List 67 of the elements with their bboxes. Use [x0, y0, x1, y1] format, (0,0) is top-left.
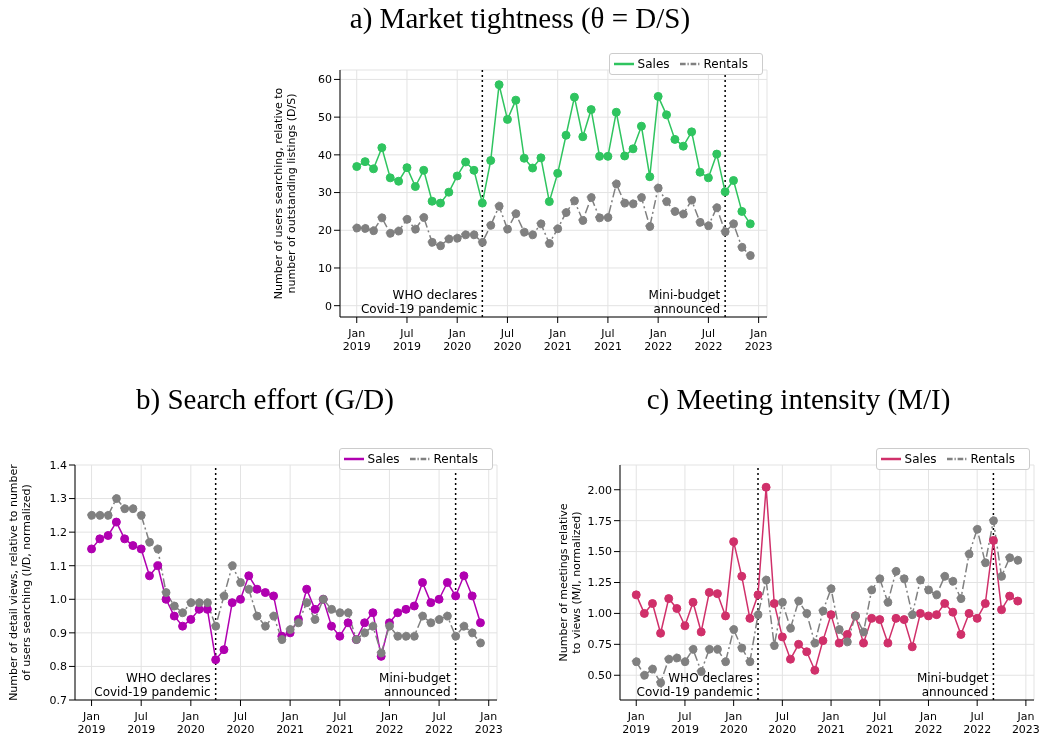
x-tick-label: Jul 2020 — [493, 327, 522, 353]
chart-title: a) Market tightness (θ = D/S) — [348, 2, 692, 35]
legend-label: Rentals — [703, 56, 748, 71]
x-tick-label: Jan 2022 — [644, 327, 673, 353]
x-tick-label: Jan 2021 — [543, 327, 572, 353]
y-tick-label: 60 — [318, 73, 332, 87]
ref-line-label: Mini-budget announced — [916, 671, 989, 699]
ref-line-label: WHO declares Covid-19 pandemic — [636, 671, 753, 699]
legend-label: Sales — [904, 451, 937, 466]
y-tick-label: 10 — [318, 261, 332, 275]
x-tick-label: Jul 2022 — [694, 327, 723, 353]
x-tick-label: Jan 2023 — [1011, 710, 1040, 736]
x-tick-label: Jan 2020 — [719, 710, 748, 736]
x-tick-label: Jan 2023 — [744, 327, 773, 353]
x-tick-label: Jan 2022 — [375, 710, 404, 736]
x-tick-label: Jan 2020 — [443, 327, 472, 353]
x-tick-label: Jan 2021 — [817, 710, 846, 736]
x-tick-label: Jul 2021 — [593, 327, 622, 353]
x-tick-label: Jan 2023 — [474, 710, 503, 736]
y-tick-label: 0.9 — [49, 626, 67, 640]
y-tick-label: 2.00 — [587, 483, 612, 497]
y-tick-label: 1.3 — [49, 492, 67, 506]
legend-label: Sales — [637, 56, 670, 71]
y-tick-label: 50 — [318, 111, 332, 125]
x-tick-label: Jul 2022 — [425, 710, 454, 736]
legend-label: Sales — [367, 451, 400, 466]
x-tick-label: Jul 2019 — [392, 327, 421, 353]
chart-title: c) Meeting intensity (M/I) — [645, 383, 952, 416]
chart-title: b) Search effort (G/D) — [135, 383, 395, 416]
x-tick-label: Jan 2020 — [176, 710, 205, 736]
y-tick-label: 1.00 — [587, 607, 612, 621]
x-tick-label: Jan 2019 — [77, 710, 106, 736]
y-tick-label: 0.75 — [587, 638, 612, 652]
x-tick-label: Jan 2022 — [914, 710, 943, 736]
y-tick-label: 0 — [325, 299, 332, 313]
x-tick-label: Jul 2021 — [865, 710, 894, 736]
ref-line-label: WHO declares Covid-19 pandemic — [360, 288, 478, 316]
x-tick-label: Jul 2019 — [670, 710, 699, 736]
y-axis-title: Number of meetings relative to views (M/I, normalized) — [557, 503, 583, 662]
x-tick-label: Jul 2020 — [226, 710, 255, 736]
y-tick-label: 1.1 — [49, 559, 67, 573]
x-tick-label: Jul 2022 — [963, 710, 992, 736]
y-axis-title: Number of detail views, relative to number of users searching (I/D, normalized) — [7, 463, 33, 701]
legend-label: Rentals — [970, 451, 1015, 466]
y-tick-label: 1.2 — [49, 526, 67, 540]
x-tick-label: Jul 2019 — [127, 710, 156, 736]
x-tick-label: Jan 2021 — [276, 710, 305, 736]
y-tick-label: 0.8 — [49, 660, 67, 674]
y-tick-label: 1.50 — [587, 545, 612, 559]
y-tick-label: 0.7 — [49, 693, 67, 707]
y-tick-label: 40 — [318, 148, 332, 162]
y-tick-label: 1.75 — [587, 514, 612, 528]
ref-line-label: Mini-budget announced — [379, 671, 451, 699]
y-tick-label: 0.50 — [587, 669, 612, 683]
ref-line-label: WHO declares Covid-19 pandemic — [94, 671, 211, 699]
x-tick-label: Jul 2020 — [768, 710, 797, 736]
y-tick-label: 20 — [318, 224, 332, 238]
x-tick-label: Jan 2019 — [342, 327, 371, 353]
x-tick-label: Jul 2021 — [325, 710, 354, 736]
y-tick-label: 1.4 — [49, 458, 67, 472]
y-tick-label: 1.25 — [587, 576, 612, 590]
y-axis-title: Number of users searching, relative to number of outstanding listings (D/S) — [272, 87, 298, 300]
legend-label: Rentals — [433, 451, 478, 466]
x-tick-label: Jan 2019 — [622, 710, 651, 736]
y-tick-label: 1.0 — [49, 593, 67, 607]
y-tick-label: 30 — [318, 186, 332, 200]
ref-line-label: Mini-budget announced — [648, 288, 721, 316]
